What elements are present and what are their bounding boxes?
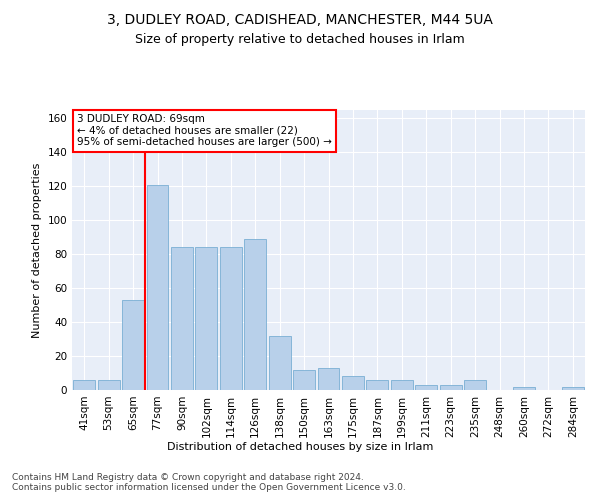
Bar: [220, 248, 242, 390]
Bar: [269, 336, 290, 390]
Bar: [73, 380, 95, 390]
Text: Distribution of detached houses by size in Irlam: Distribution of detached houses by size …: [167, 442, 433, 452]
Bar: [293, 370, 315, 390]
Bar: [391, 380, 413, 390]
Text: Size of property relative to detached houses in Irlam: Size of property relative to detached ho…: [135, 32, 465, 46]
Bar: [317, 368, 340, 390]
Text: Contains HM Land Registry data © Crown copyright and database right 2024.
Contai: Contains HM Land Registry data © Crown c…: [12, 472, 406, 492]
Bar: [244, 239, 266, 390]
Text: 3 DUDLEY ROAD: 69sqm
← 4% of detached houses are smaller (22)
95% of semi-detach: 3 DUDLEY ROAD: 69sqm ← 4% of detached ho…: [77, 114, 332, 148]
Bar: [171, 248, 193, 390]
Y-axis label: Number of detached properties: Number of detached properties: [32, 162, 42, 338]
Bar: [342, 376, 364, 390]
Bar: [415, 385, 437, 390]
Bar: [98, 380, 119, 390]
Bar: [562, 386, 584, 390]
Bar: [196, 248, 217, 390]
Bar: [464, 380, 486, 390]
Bar: [122, 300, 144, 390]
Bar: [513, 386, 535, 390]
Bar: [146, 184, 169, 390]
Text: 3, DUDLEY ROAD, CADISHEAD, MANCHESTER, M44 5UA: 3, DUDLEY ROAD, CADISHEAD, MANCHESTER, M…: [107, 12, 493, 26]
Bar: [440, 385, 461, 390]
Bar: [367, 380, 388, 390]
